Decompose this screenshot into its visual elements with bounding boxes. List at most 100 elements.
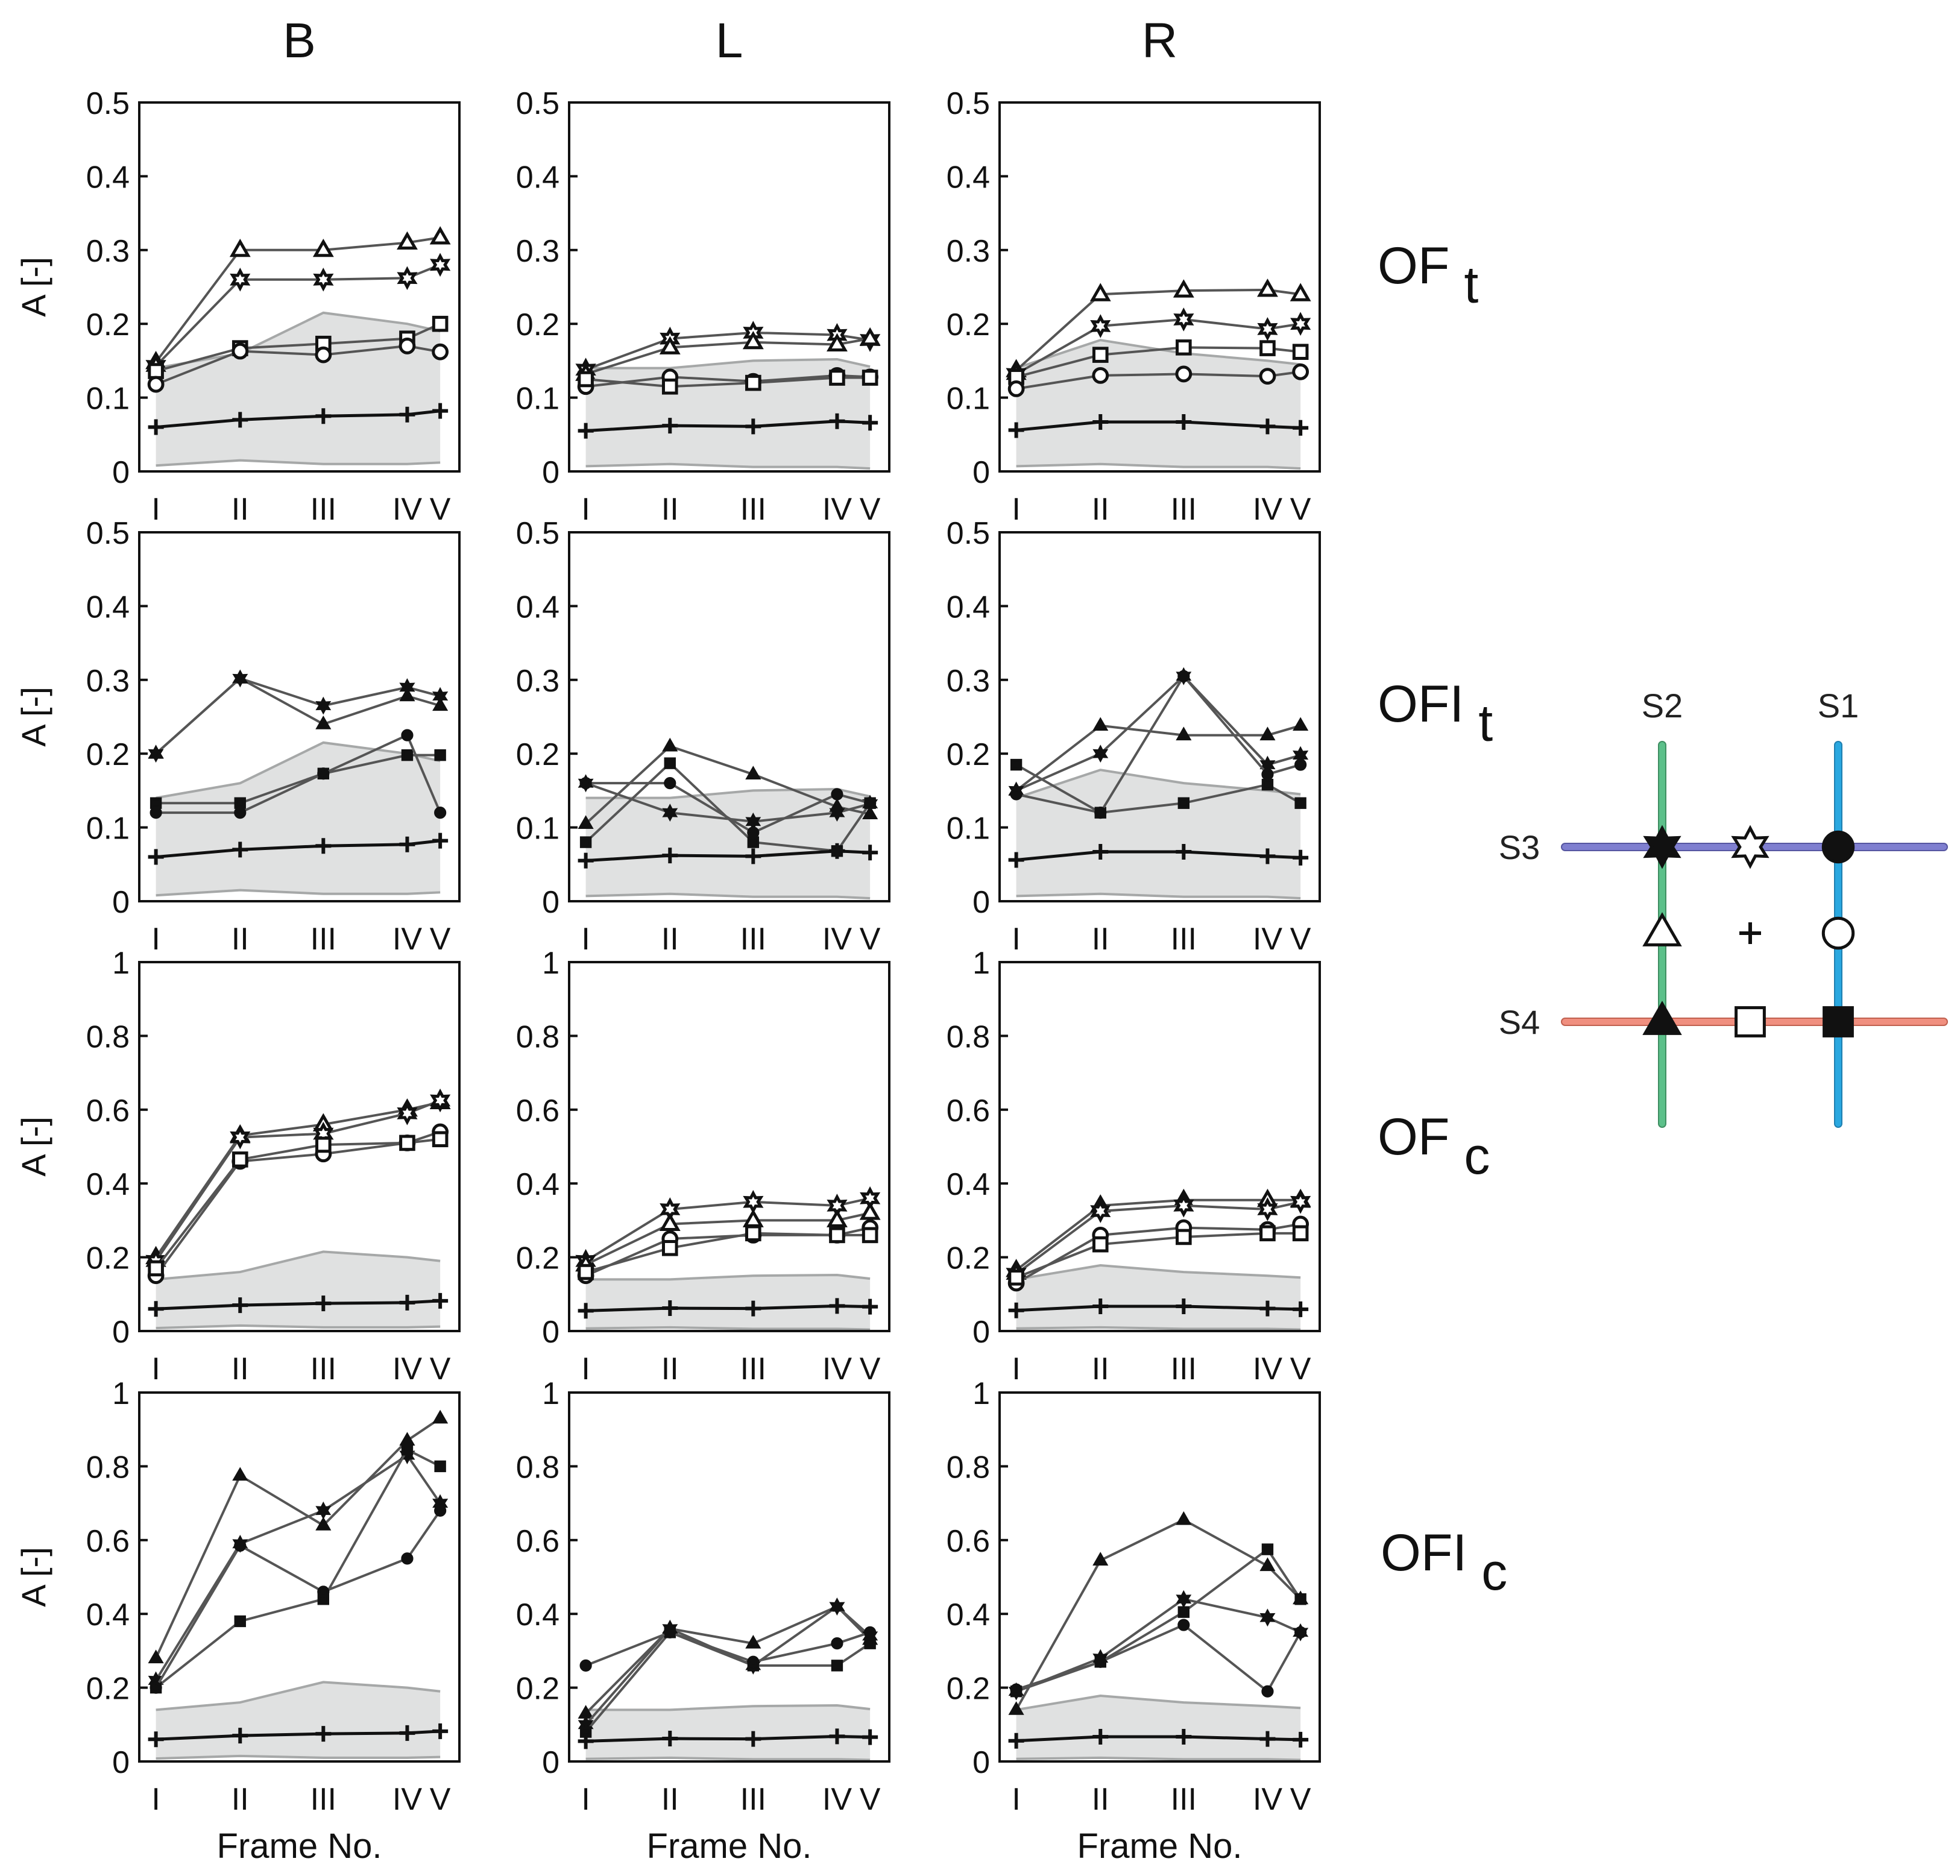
- point-open-square: [148, 363, 164, 379]
- x-tick-label: III: [1171, 492, 1197, 527]
- y-tick-label: 0.3: [86, 234, 130, 269]
- point-filled-star: [1176, 1590, 1192, 1608]
- y-tick-label: 0: [972, 1745, 990, 1780]
- point-open-square: [862, 370, 878, 386]
- series-line-filled-triangle: [585, 1605, 871, 1714]
- point-cross: [1259, 1731, 1276, 1747]
- point-filled-square: [1177, 1606, 1190, 1618]
- x-axis-label: Frame No.: [647, 1827, 812, 1866]
- point-filled-triangle: [1293, 717, 1309, 731]
- point-open-star: [230, 268, 251, 292]
- point-filled-square: [234, 797, 246, 809]
- point-open-square: [1092, 1236, 1109, 1253]
- x-tick-label: III: [310, 492, 336, 527]
- point-filled-square: [864, 1637, 876, 1649]
- reference-band: [585, 1274, 871, 1330]
- y-tick-label: 0: [112, 1315, 130, 1350]
- point-filled-circle: [579, 777, 592, 790]
- panel-L-OFt: 00.10.20.30.40.5I II III IV V: [516, 86, 890, 527]
- point-open-circle: [1175, 365, 1193, 383]
- x-tick-label: II: [232, 1782, 249, 1817]
- y-tick-label: 0: [112, 1745, 130, 1780]
- point-open-square: [578, 371, 594, 388]
- x-tick-label: IV: [1253, 922, 1282, 957]
- y-tick-label: 0.8: [516, 1450, 559, 1485]
- y-tick-label: 0.2: [947, 1672, 990, 1707]
- y-axis-label: A [-]: [14, 1547, 52, 1607]
- point-filled-square: [579, 836, 592, 848]
- point-filled-circle: [401, 1552, 414, 1565]
- point-cross: [399, 1294, 415, 1311]
- point-open-star: [430, 1088, 451, 1113]
- x-tick-label: III: [740, 1352, 766, 1387]
- y-tick-label: 0.4: [947, 1167, 990, 1202]
- point-cross: [1259, 848, 1276, 864]
- point-filled-star: [399, 678, 415, 696]
- point-cross: [1092, 1729, 1109, 1745]
- x-tick-label: III: [1171, 1352, 1197, 1387]
- y-tick-label: 0: [112, 455, 130, 490]
- x-tick-label: IV: [392, 492, 422, 527]
- reference-band-lower: [1016, 1756, 1301, 1761]
- point-open-square: [1259, 1225, 1276, 1242]
- point-cross: [232, 412, 248, 428]
- point-cross: [862, 845, 878, 861]
- y-tick-label: 0.4: [947, 160, 990, 195]
- x-tick-label: IV: [1253, 1352, 1282, 1387]
- point-filled-triangle: [745, 766, 761, 779]
- panel-L-OFIt: 00.10.20.30.40.5I II III IV V: [516, 516, 890, 957]
- legend-marker-star-open: [1731, 825, 1769, 869]
- point-filled-square: [831, 1660, 843, 1672]
- x-tick-label: IV: [1253, 492, 1282, 527]
- plot-frame: [138, 1391, 461, 1763]
- y-tick-label: 0.3: [86, 664, 130, 699]
- point-open-star: [397, 1101, 418, 1125]
- column-title-L: L: [716, 13, 743, 68]
- point-cross: [399, 836, 415, 852]
- legend-marker-star-fill: [1643, 825, 1681, 869]
- point-filled-triangle: [1259, 726, 1276, 741]
- point-open-star: [1290, 312, 1311, 336]
- x-tick-label: I: [1012, 1782, 1020, 1817]
- point-open-triangle: [312, 238, 334, 257]
- point-filled-triangle: [148, 1649, 164, 1664]
- x-tick-label: V: [860, 1782, 881, 1817]
- point-filled-triangle: [1092, 1552, 1109, 1566]
- reference-band-upper: [1016, 1695, 1301, 1711]
- point-cross: [1008, 1733, 1024, 1749]
- point-cross: [829, 1298, 845, 1314]
- legend-marker-circ-open: [1821, 916, 1855, 950]
- point-filled-star: [829, 1597, 845, 1616]
- point-filled-star: [232, 669, 248, 688]
- y-tick-label: 0.6: [86, 1524, 130, 1559]
- point-cross: [1092, 843, 1109, 860]
- panel-R-OFIt: 00.10.20.30.40.5I II III IV V: [947, 516, 1321, 957]
- point-cross: [862, 1298, 878, 1315]
- row-label-OFt: OF t: [1378, 237, 1478, 314]
- point-open-triangle: [827, 1209, 848, 1227]
- y-tick-label: 0: [542, 455, 559, 490]
- y-tick-label: 0: [972, 1315, 990, 1350]
- reference-band: [1016, 340, 1301, 469]
- x-tick-label: V: [860, 1352, 881, 1387]
- point-filled-star: [148, 744, 164, 763]
- point-open-circle: [1259, 368, 1276, 385]
- x-tick-label: II: [661, 492, 679, 527]
- reference-band-lower: [156, 1754, 441, 1760]
- y-tick-label: 0.3: [516, 234, 559, 269]
- point-cross: [829, 1728, 845, 1745]
- point-filled-square: [401, 1444, 414, 1456]
- point-cross: [1176, 1729, 1192, 1745]
- y-tick-label: 0.2: [947, 307, 990, 342]
- point-filled-square: [434, 749, 446, 761]
- point-filled-circle: [864, 1626, 877, 1638]
- panel-L-OFc: 00.20.40.60.81I II III IV V: [516, 946, 890, 1387]
- y-tick-label: 1: [972, 946, 990, 981]
- point-open-square: [829, 1227, 845, 1244]
- x-tick-label: I: [151, 492, 160, 527]
- point-open-square: [1092, 347, 1109, 363]
- point-open-star: [1290, 1190, 1311, 1214]
- point-cross: [315, 838, 332, 854]
- y-tick-label: 0: [112, 885, 130, 920]
- x-tick-label: II: [232, 922, 249, 957]
